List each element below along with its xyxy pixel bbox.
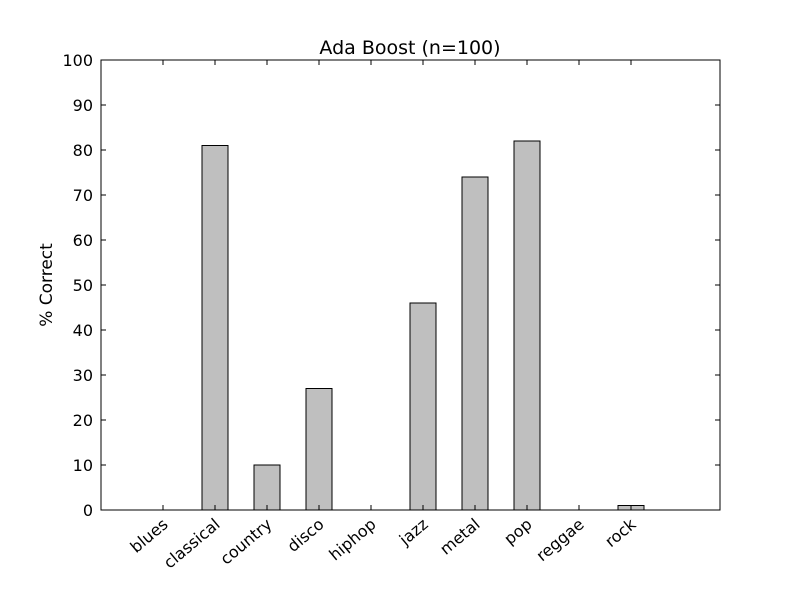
x-tick-label-disco: disco bbox=[284, 515, 328, 556]
bar-jazz bbox=[409, 302, 437, 511]
chart-title: Ada Boost (n=100) bbox=[319, 37, 500, 59]
x-tick-label-pop: pop bbox=[500, 515, 535, 549]
x-tick-label-jazz: jazz bbox=[395, 515, 432, 550]
bar-disco bbox=[305, 388, 333, 511]
y-axis: 0 10 20 30 40 50 60 70 80 90 100 bbox=[62, 51, 720, 520]
x-tick-label-rock: rock bbox=[601, 514, 640, 551]
x-tick-label-country: country bbox=[216, 515, 275, 569]
y-tick-label-20: 20 bbox=[73, 411, 93, 430]
y-tick-label-60: 60 bbox=[73, 231, 93, 250]
y-tick-label-30: 30 bbox=[73, 366, 93, 385]
y-axis-title: % Correct bbox=[37, 243, 57, 327]
y-tick-label-100: 100 bbox=[62, 51, 93, 70]
bar-country bbox=[253, 464, 281, 511]
bar-classical bbox=[201, 145, 229, 511]
x-tick-label-metal: metal bbox=[436, 515, 483, 559]
y-tick-label-0: 0 bbox=[83, 501, 93, 520]
x-tick-label-reggae: reggae bbox=[532, 515, 587, 566]
y-tick-label-50: 50 bbox=[73, 276, 93, 295]
bars-layer bbox=[201, 140, 645, 511]
y-tick-label-10: 10 bbox=[73, 456, 93, 475]
y-tick-label-90: 90 bbox=[73, 96, 93, 115]
x-tick-label-blues: blues bbox=[126, 515, 171, 557]
y-tick-label-70: 70 bbox=[73, 186, 93, 205]
x-tick-label-hiphop: hiphop bbox=[325, 515, 379, 565]
y-tick-label-80: 80 bbox=[73, 141, 93, 160]
x-tick-label-classical: classical bbox=[160, 515, 224, 573]
bar-pop bbox=[513, 140, 541, 511]
y-tick-label-40: 40 bbox=[73, 321, 93, 340]
bar-metal bbox=[461, 176, 489, 511]
